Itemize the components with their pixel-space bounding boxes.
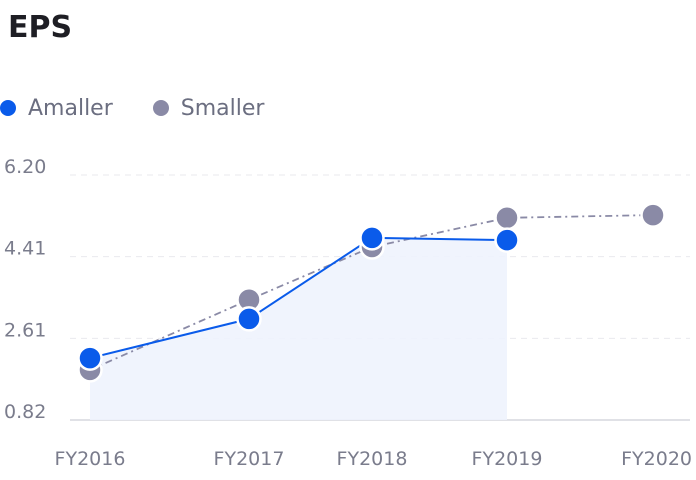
- y-tick-label: 4.41: [4, 238, 46, 260]
- series-line-amaller: [89, 236, 508, 360]
- legend-label-smaller: Smaller: [180, 95, 265, 121]
- data-point-smaller: [494, 205, 520, 231]
- series-area-amaller: [90, 237, 507, 420]
- x-tick-label: FY2018: [337, 448, 408, 470]
- x-tick-label: FY2017: [214, 448, 285, 470]
- x-tick-label: FY2019: [472, 448, 543, 470]
- legend-item-amaller[interactable]: Amaller: [0, 96, 113, 121]
- y-tick-label: 0.82: [4, 401, 46, 423]
- data-point-amaller: [359, 225, 385, 251]
- data-point-amaller: [77, 345, 103, 371]
- y-tick-label: 2.61: [4, 319, 46, 341]
- y-tick-label: 6.20: [4, 156, 46, 178]
- data-point-amaller: [236, 306, 262, 332]
- legend-item-smaller[interactable]: Smaller: [152, 95, 265, 121]
- x-tick-label: FY2020: [621, 448, 692, 470]
- legend-marker-smaller: [152, 100, 169, 116]
- x-tick-label: FY2016: [55, 448, 126, 470]
- legend-label-amaller: Amaller: [28, 95, 113, 121]
- data-point-amaller: [494, 227, 520, 253]
- chart-title: EPS: [8, 10, 73, 45]
- legend-marker-amaller: [0, 100, 16, 116]
- data-point-smaller: [640, 202, 666, 228]
- legend: Amaller Smaller: [0, 92, 304, 124]
